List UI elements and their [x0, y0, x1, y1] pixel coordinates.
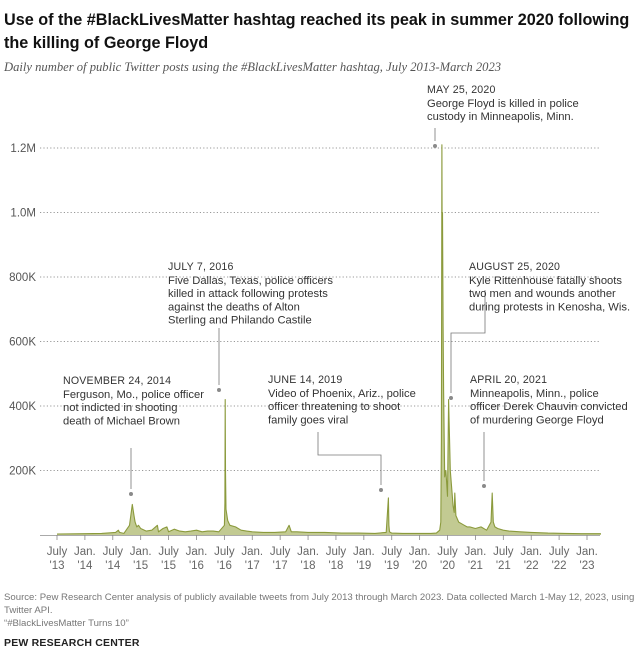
annotations: NOVEMBER 24, 2014 Ferguson, Mo., police o… — [63, 84, 630, 496]
x-tick-label-top: July — [47, 546, 68, 558]
x-tick-label-top: Jan. — [241, 546, 263, 558]
annotation-text: not indicted in shooting — [63, 402, 177, 414]
y-tick-label: 600K — [9, 337, 36, 349]
x-tick-label-top: Jan. — [409, 546, 431, 558]
annotation-text: George Floyd is killed in police — [427, 98, 579, 110]
series-line — [56, 144, 601, 535]
y-tick-label: 200K — [9, 466, 36, 478]
series-area — [56, 144, 601, 536]
annotation-text: officer threatening to shoot — [268, 401, 401, 413]
annotation-dot — [379, 488, 383, 492]
chart-subtitle: Daily number of public Twitter posts usi… — [4, 60, 502, 74]
x-tick-label-top: Jan. — [576, 546, 598, 558]
annotation-date: APRIL 20, 2021 — [470, 374, 547, 386]
x-tick-label-top: July — [382, 546, 403, 558]
x-tick-label-top: Jan. — [130, 546, 152, 558]
annotation-text: Video of Phoenix, Ariz., police — [268, 388, 416, 400]
annotation-dot — [449, 396, 453, 400]
report-title: “#BlackLivesMatter Turns 10” — [4, 618, 129, 629]
y-tick-label: 800K — [9, 272, 36, 284]
source-text: Source: Pew Research Center analysis of … — [4, 592, 635, 616]
x-tick-label-bottom: '14 — [77, 560, 93, 572]
x-tick-label-bottom: '22 — [524, 560, 539, 572]
x-tick-label-top: July — [270, 546, 291, 558]
x-tick-label-bottom: '22 — [552, 560, 567, 572]
x-tick-label-bottom: '16 — [217, 560, 232, 572]
annotation-leader — [450, 290, 486, 393]
x-tick-label-top: July — [158, 546, 179, 558]
x-tick-label-bottom: '20 — [412, 560, 427, 572]
x-tick-label-bottom: '13 — [50, 560, 65, 572]
x-tick-label-bottom: '14 — [105, 560, 121, 572]
x-tick-label-top: Jan. — [186, 546, 208, 558]
x-tick-label-top: July — [493, 546, 514, 558]
x-tick-label-bottom: '17 — [273, 560, 288, 572]
x-tick-label-top: Jan. — [353, 546, 375, 558]
x-tick-label-top: Jan. — [74, 546, 96, 558]
x-tick-label-bottom: '23 — [580, 560, 595, 572]
annotation-text: of murdering George Floyd — [470, 414, 604, 426]
y-tick-label: 400K — [9, 401, 36, 413]
x-tick-label-bottom: '21 — [468, 560, 483, 572]
x-tick-label-bottom: '15 — [133, 560, 148, 572]
annotation-dot — [482, 484, 486, 488]
annotation-date: JUNE 14, 2019 — [268, 374, 342, 386]
annotation-text: against the deaths of Alton — [168, 301, 300, 313]
annotation-dot — [129, 492, 133, 496]
x-axis-ticks: July '13 Jan. '14 July '14 Jan. '15 July '15 Jan. '… — [47, 535, 598, 572]
org-credit: PEW RESEARCH CENTER — [4, 637, 140, 649]
annotation-date: JULY 7, 2016 — [168, 261, 234, 273]
x-tick-label-top: July — [214, 546, 235, 558]
annotation-text: Minneapolis, Minn., police — [470, 388, 599, 400]
annotation-text: Five Dallas, Texas, police officers — [168, 275, 333, 287]
x-tick-label-bottom: '21 — [496, 560, 511, 572]
annotation-date: NOVEMBER 24, 2014 — [63, 375, 171, 387]
annotation-text: officer Derek Chauvin convicted — [470, 401, 628, 413]
x-tick-label-top: July — [437, 546, 458, 558]
x-tick-label-top: Jan. — [297, 546, 319, 558]
annotation-text: death of Michael Brown — [63, 415, 180, 427]
annotation-text: family goes viral — [268, 414, 348, 426]
annotation-text: Ferguson, Mo., police officer — [63, 389, 204, 401]
x-tick-label-top: July — [326, 546, 347, 558]
annotation-date: AUGUST 25, 2020 — [469, 261, 560, 273]
x-tick-label-bottom: '19 — [356, 560, 371, 572]
x-tick-label-bottom: '16 — [189, 560, 204, 572]
x-tick-label-bottom: '17 — [245, 560, 260, 572]
annotation-dot — [433, 144, 437, 148]
x-tick-label-bottom: '18 — [328, 560, 343, 572]
annotation-date: MAY 25, 2020 — [427, 84, 496, 96]
annotation-text: Sterling and Philando Castile — [168, 315, 312, 327]
x-tick-label-bottom: '18 — [301, 560, 316, 572]
annotation-text: two men and wounds another — [469, 288, 616, 300]
annotation-text: custody in Minneapolis, Minn. — [427, 111, 574, 123]
annotation-leader — [317, 432, 382, 485]
y-tick-label: 1.2M — [10, 143, 36, 155]
x-tick-label-bottom: '20 — [440, 560, 455, 572]
x-tick-label-bottom: '19 — [384, 560, 399, 572]
source-note: Source: Pew Research Center analysis of … — [4, 591, 636, 630]
x-tick-label-top: Jan. — [465, 546, 487, 558]
x-tick-label-top: Jan. — [520, 546, 542, 558]
series-area-fill — [57, 144, 601, 536]
annotation-text: killed in attack following protests — [168, 288, 328, 300]
x-tick-label-top: July — [549, 546, 570, 558]
chart-title: Use of the #BlackLivesMatter hashtag rea… — [4, 11, 630, 52]
annotation-dot — [217, 388, 221, 392]
x-tick-label-bottom: '15 — [161, 560, 176, 572]
annotation-text: during protests in Kenosha, Wis. — [469, 301, 630, 313]
annotation-text: Kyle Rittenhouse fatally shoots — [469, 275, 622, 287]
y-axis-ticks: 200K 400K 600K 800K 1.0M 1.2M — [9, 143, 36, 478]
x-tick-label-top: July — [103, 546, 124, 558]
gridlines — [40, 147, 600, 536]
y-tick-label: 1.0M — [10, 208, 36, 220]
